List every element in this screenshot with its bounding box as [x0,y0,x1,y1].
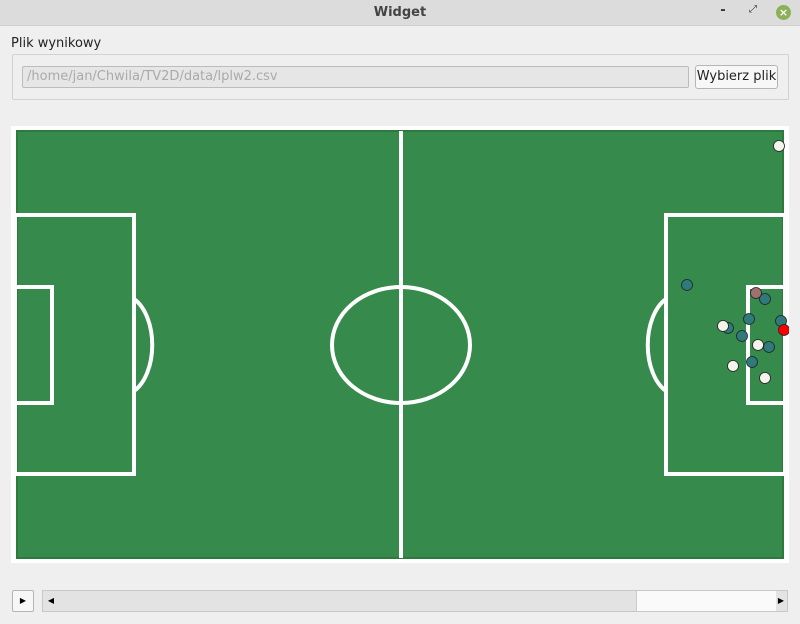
scroll-handle[interactable] [636,591,776,611]
pitch-view [11,126,789,563]
players [681,140,789,384]
scroll-left[interactable]: ◀ [47,596,55,605]
minimize-button[interactable]: ‐ [720,3,726,18]
group-box [12,54,789,100]
group-label: Plik wynikowy [11,36,102,51]
choose-file-button[interactable]: Wybierz plik [695,65,778,89]
title-bar: Widget ‐ ⤢ × [0,0,800,26]
maximize-button[interactable]: ⤢ [749,4,757,15]
path-input[interactable]: /home/jan/Chwila/TV2D/data/lplw2.csv [22,66,689,88]
window-title: Widget [373,5,427,20]
play-button[interactable]: ▶ [12,590,34,612]
scroll-right[interactable]: ▶ [777,596,785,605]
close-button[interactable]: × [776,5,791,20]
scrollbar[interactable]: ◀ ▶ [42,590,788,612]
